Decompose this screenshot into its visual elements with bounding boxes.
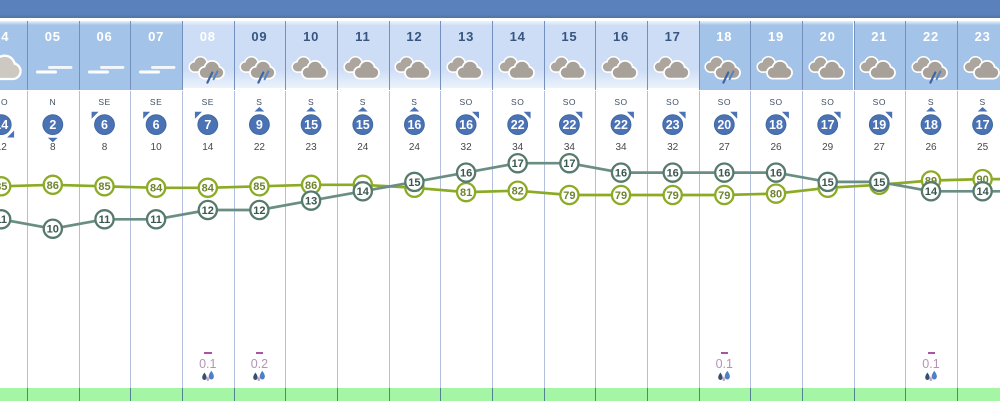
svg-text:6: 6 — [153, 118, 160, 132]
svg-text:85: 85 — [0, 181, 7, 193]
svg-text:22: 22 — [511, 118, 525, 132]
svg-text:16: 16 — [770, 168, 782, 180]
svg-text:19: 19 — [872, 118, 886, 132]
svg-text:15: 15 — [408, 177, 420, 189]
svg-text:2: 2 — [49, 118, 56, 132]
svg-text:17: 17 — [976, 118, 990, 132]
svg-text:6: 6 — [101, 118, 108, 132]
svg-text:17: 17 — [563, 158, 575, 170]
svg-text:15: 15 — [822, 177, 834, 189]
svg-text:15: 15 — [873, 177, 885, 189]
svg-text:17: 17 — [821, 118, 835, 132]
svg-text:12: 12 — [253, 205, 265, 217]
svg-text:16: 16 — [460, 168, 472, 180]
svg-text:86: 86 — [47, 180, 59, 192]
svg-text:82: 82 — [512, 186, 524, 198]
svg-text:80: 80 — [770, 189, 782, 201]
svg-text:14: 14 — [0, 118, 8, 132]
svg-text:7: 7 — [204, 118, 211, 132]
svg-text:9: 9 — [256, 118, 263, 132]
svg-text:18: 18 — [924, 118, 938, 132]
svg-text:23: 23 — [666, 118, 680, 132]
svg-text:14: 14 — [357, 186, 370, 198]
svg-text:86: 86 — [305, 180, 317, 192]
svg-text:11: 11 — [99, 214, 111, 226]
svg-text:16: 16 — [615, 168, 627, 180]
svg-text:11: 11 — [150, 214, 162, 226]
svg-text:20: 20 — [717, 118, 731, 132]
svg-text:16: 16 — [718, 168, 730, 180]
svg-text:15: 15 — [356, 118, 370, 132]
svg-text:16: 16 — [459, 118, 473, 132]
svg-text:13: 13 — [305, 196, 317, 208]
svg-text:14: 14 — [976, 186, 989, 198]
svg-text:79: 79 — [718, 190, 730, 202]
svg-text:79: 79 — [667, 190, 679, 202]
svg-text:12: 12 — [202, 205, 214, 217]
svg-text:81: 81 — [460, 187, 472, 199]
svg-text:11: 11 — [0, 214, 7, 226]
svg-text:85: 85 — [98, 181, 110, 193]
svg-text:10: 10 — [47, 224, 59, 236]
svg-text:79: 79 — [615, 190, 627, 202]
svg-text:14: 14 — [925, 186, 938, 198]
svg-text:16: 16 — [667, 168, 679, 180]
svg-text:17: 17 — [512, 158, 524, 170]
svg-text:18: 18 — [769, 118, 783, 132]
svg-text:22: 22 — [614, 118, 628, 132]
svg-text:84: 84 — [150, 183, 163, 195]
svg-text:79: 79 — [563, 190, 575, 202]
svg-text:15: 15 — [304, 118, 318, 132]
svg-text:22: 22 — [562, 118, 576, 132]
svg-text:85: 85 — [253, 181, 265, 193]
svg-text:84: 84 — [202, 183, 215, 195]
svg-text:16: 16 — [407, 118, 421, 132]
